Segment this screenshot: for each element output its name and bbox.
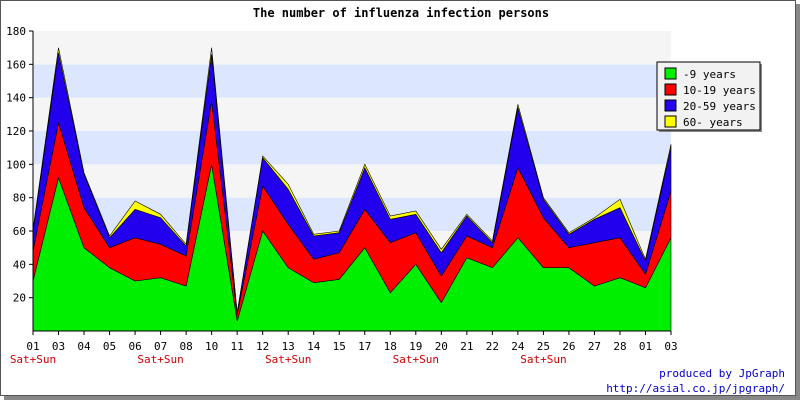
x-tick-label: 24	[511, 340, 525, 353]
y-tick-label: 60	[13, 225, 26, 238]
x-tick-label: 22	[486, 340, 499, 353]
legend: -9 years 10-19 years 20-59 years 60- years	[656, 61, 762, 132]
chart-canvas: The number of influenza infection person…	[6, 6, 762, 366]
y-tick-label: 40	[13, 258, 26, 271]
legend-label-10-19-years: 10-19 years	[683, 84, 756, 97]
x-tick-label: 17	[358, 340, 371, 353]
chart-title: The number of influenza infection person…	[253, 6, 549, 20]
x-tick-label: 08	[179, 340, 192, 353]
credit-produced-by: produced by JpGraph	[659, 367, 785, 380]
x-sublabel: Sat+Sun	[265, 353, 311, 366]
grid-band	[33, 97, 671, 131]
y-tick-label: 120	[6, 125, 26, 138]
x-sublabel: Sat+Sun	[393, 353, 439, 366]
legend-swatch-10-19-years	[664, 83, 677, 96]
x-tick-label: 05	[103, 340, 116, 353]
legend-label-9-years: -9 years	[683, 68, 736, 81]
x-tick-label: 13	[282, 340, 295, 353]
x-tick-label: 10	[205, 340, 218, 353]
y-tick-label: 160	[6, 58, 26, 71]
y-tick-label: 100	[6, 158, 26, 171]
x-tick-label: 15	[333, 340, 346, 353]
x-tick-label: 18	[384, 340, 397, 353]
grid-band	[33, 64, 671, 98]
grid-band	[33, 131, 671, 165]
y-tick-label: 180	[6, 25, 26, 38]
x-tick-label: 19	[409, 340, 422, 353]
grid-band	[33, 164, 671, 198]
legend-swatch-60-years	[664, 115, 677, 128]
x-tick-label: 07	[154, 340, 167, 353]
x-tick-label: 03	[52, 340, 65, 353]
x-tick-label: 27	[588, 340, 601, 353]
credit-url-link[interactable]: http://asial.co.jp/jpgraph/	[606, 382, 785, 395]
y-tick-label: 80	[13, 192, 26, 205]
x-tick-label: 25	[537, 340, 550, 353]
x-tick-label: 01	[26, 340, 39, 353]
x-sublabel: Sat+Sun	[10, 353, 56, 366]
x-sublabel: Sat+Sun	[137, 353, 183, 366]
x-tick-label: 01	[639, 340, 652, 353]
x-tick-label: 11	[231, 340, 244, 353]
legend-label-60-years: 60- years	[683, 116, 743, 129]
y-tick-label: 20	[13, 292, 26, 305]
x-tick-label: 28	[613, 340, 626, 353]
y-tick-label: 140	[6, 92, 26, 105]
legend-swatch-9-years	[664, 67, 677, 80]
x-tick-label: 06	[128, 340, 141, 353]
x-tick-label: 26	[562, 340, 575, 353]
x-sublabel: Sat+Sun	[520, 353, 566, 366]
x-tick-label: 03	[664, 340, 677, 353]
x-tick-label: 04	[77, 340, 91, 353]
x-tick-label: 21	[460, 340, 473, 353]
x-tick-label: 14	[307, 340, 321, 353]
legend-label-20-59-years: 20-59 years	[683, 100, 756, 113]
x-tick-label: 12	[256, 340, 269, 353]
area-series-60-years	[32, 47, 672, 313]
grid-band	[33, 31, 671, 65]
legend-swatch-20-59-years	[664, 99, 677, 112]
x-tick-label: 20	[435, 340, 448, 353]
